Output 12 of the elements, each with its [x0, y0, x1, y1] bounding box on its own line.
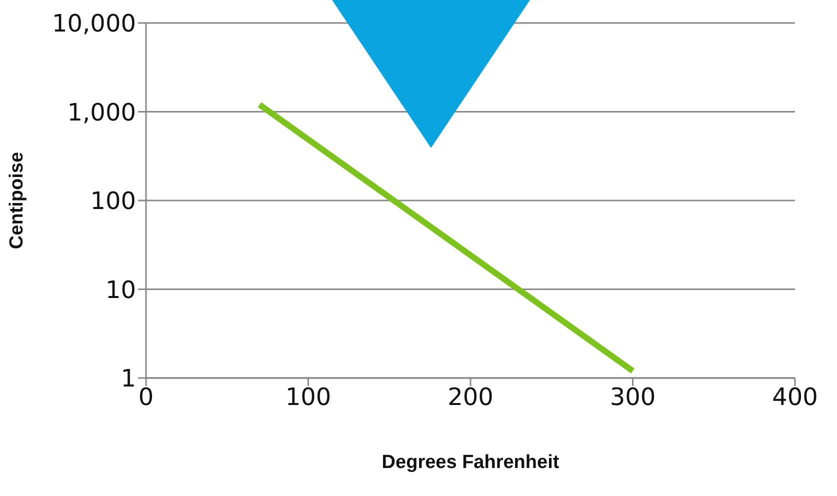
x-tick-label: 200: [448, 383, 494, 412]
x-tick-label: 300: [610, 383, 656, 412]
y-tick-label: 100: [90, 187, 136, 216]
y-tick-label: 10,000: [52, 10, 136, 38]
x-tick-label: 100: [285, 383, 332, 412]
y-tick-label: 1: [120, 364, 136, 393]
x-axis-title: Degrees Fahrenheit: [382, 452, 560, 473]
x-tick-label: 400: [772, 383, 818, 412]
y-tick-label: 1,000: [67, 98, 136, 126]
y-axis-title: Centipoise: [6, 152, 28, 250]
y-tick-label: 10: [105, 276, 136, 304]
x-tick-label: 0: [138, 383, 154, 412]
